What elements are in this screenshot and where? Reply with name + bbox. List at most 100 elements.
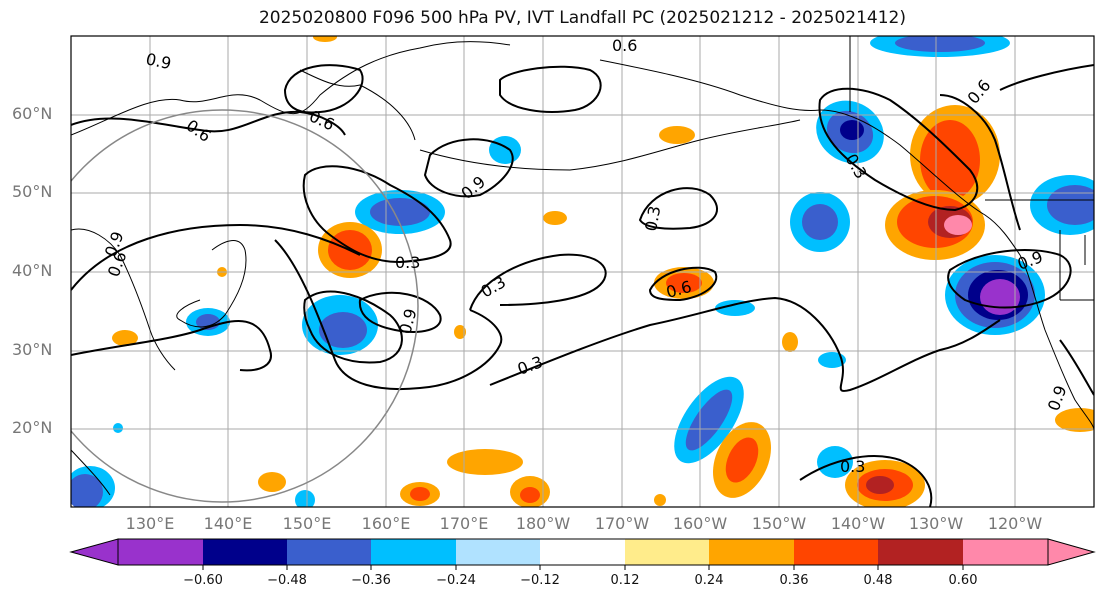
- shade-positive: [659, 126, 695, 144]
- shade-positive: [258, 472, 286, 492]
- shade-negative: [895, 36, 985, 52]
- colorbar-tick-label: 0.12: [610, 573, 640, 588]
- contour-line: [499, 65, 602, 113]
- lat-label: 20°N: [12, 418, 53, 437]
- philippines-coast: [71, 449, 111, 496]
- lon-label: 130°W: [908, 514, 964, 533]
- contours: [71, 64, 1094, 507]
- colorbar-extend-high: [1047, 538, 1096, 566]
- kamchatka-coast: [299, 69, 416, 141]
- colorbar-bin: [371, 539, 456, 565]
- lat-label: 30°N: [12, 340, 53, 359]
- colorbar-tick-label: −0.24: [436, 573, 476, 588]
- map-frame: [70, 35, 1095, 508]
- shade-positive: [666, 273, 702, 293]
- contour-label: 0.9: [457, 172, 489, 203]
- contour-label: 0.6: [612, 36, 637, 55]
- contour-line: [71, 223, 361, 291]
- colorbar-bin: [963, 539, 1048, 565]
- shade-positive: [1055, 408, 1094, 432]
- contour-line: [799, 455, 933, 507]
- shade-negative: [840, 120, 864, 140]
- contour-line: [818, 87, 979, 212]
- contour-line: [283, 64, 364, 114]
- shade-positive: [654, 494, 666, 506]
- lat-label: 40°N: [12, 261, 53, 280]
- colorbar: [69, 538, 1096, 570]
- colorbar-tick-label: 0.36: [779, 573, 809, 588]
- contour-label: 0.3: [478, 272, 510, 301]
- contour-line: [489, 296, 1001, 392]
- lon-label: 130°E: [125, 514, 175, 533]
- contour-line: [939, 94, 1021, 231]
- contour-line: [303, 290, 403, 364]
- contour-label: 0.9: [144, 49, 173, 73]
- lon-label: 170°E: [439, 514, 489, 533]
- borders: [849, 36, 1094, 301]
- lon-label: 160°E: [361, 514, 411, 533]
- contour-line: [358, 291, 442, 333]
- japan-coast: [176, 240, 247, 328]
- contour-label: 0.3: [515, 352, 545, 379]
- shade-positive: [112, 330, 138, 346]
- colorbar-frame: [117, 538, 1049, 566]
- lon-label: 180°W: [515, 514, 571, 533]
- colorbar-tick-label: −0.36: [351, 573, 391, 588]
- shade-negative: [113, 423, 123, 433]
- colorbar-tick-label: 0.24: [694, 573, 724, 588]
- shade-positive: [313, 36, 337, 42]
- lon-label: 150°W: [751, 514, 807, 533]
- contour-line: [423, 138, 514, 198]
- contour-line: [469, 253, 607, 311]
- colorbar-bin: [540, 539, 625, 565]
- colorbar-tick-label: −0.60: [183, 573, 223, 588]
- colorbar-bin: [625, 539, 709, 565]
- highlight-circle: [71, 109, 419, 503]
- colorbar-tick-label: −0.48: [267, 573, 307, 588]
- us-west-coast: [1019, 254, 1094, 431]
- shade-negative: [715, 300, 755, 316]
- shade-negative: [489, 136, 521, 164]
- shade-positive: [447, 449, 523, 475]
- colorbar-tick-label: 0.60: [948, 573, 978, 588]
- colorbar-extend-low: [69, 538, 119, 566]
- asia-coast: [71, 41, 511, 136]
- colorbar-bin: [456, 539, 540, 565]
- lon-label: 150°E: [282, 514, 332, 533]
- colorbar-bin: [118, 539, 203, 565]
- aleutians: [419, 119, 801, 171]
- contour-label: 0.3: [395, 253, 420, 272]
- coastlines: [71, 41, 1094, 496]
- shade-negative: [71, 474, 103, 507]
- contour-label: 0.3: [840, 457, 865, 476]
- contour-label: 0.6: [964, 76, 995, 108]
- lat-label: 50°N: [12, 182, 53, 201]
- shade-positive: [866, 476, 894, 494]
- chart-title: 2025020800 F096 500 hPa PV, IVT Landfall…: [258, 8, 906, 28]
- lat-label: 60°N: [12, 104, 53, 123]
- lon-label: 140°E: [203, 514, 253, 533]
- lon-label: 170°W: [594, 514, 650, 533]
- lon-label: 160°W: [672, 514, 728, 533]
- shade-negative: [319, 312, 367, 348]
- contour-label: 0.9: [1044, 383, 1071, 413]
- shade-positive: [410, 487, 430, 501]
- colorbar-bin: [878, 539, 963, 565]
- lon-label: 140°W: [830, 514, 886, 533]
- shade-positive: [944, 215, 972, 235]
- shade-positive: [454, 325, 466, 339]
- shade-positive: [725, 437, 759, 483]
- shade-negative: [802, 204, 838, 240]
- contour-label: 0.6: [183, 116, 215, 146]
- shade-positive: [920, 120, 980, 200]
- shade-negative: [818, 352, 846, 368]
- colorbar-bin: [709, 539, 794, 565]
- contour-line: [648, 266, 718, 302]
- shade-negative: [980, 279, 1020, 315]
- shade-negative: [370, 198, 430, 226]
- colorbar-tick-label: 0.48: [863, 573, 893, 588]
- contour-line: [1059, 339, 1094, 396]
- alaska-coast: [599, 59, 821, 111]
- lon-label: 120°W: [987, 514, 1043, 533]
